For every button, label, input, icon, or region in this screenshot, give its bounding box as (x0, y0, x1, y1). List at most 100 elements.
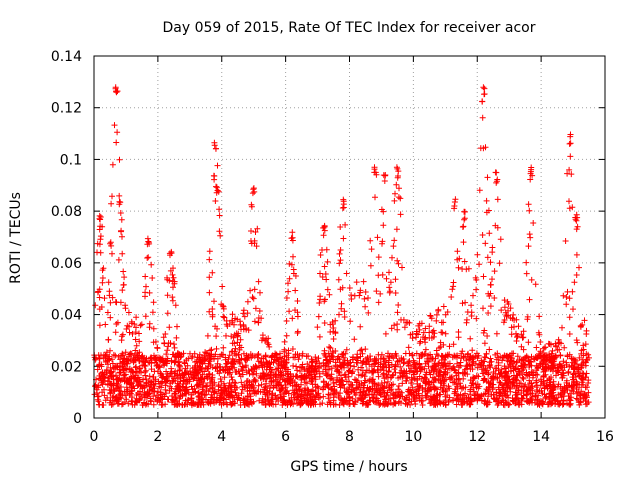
data-point (316, 370, 323, 377)
data-point (104, 381, 111, 387)
data-point (260, 370, 267, 377)
data-point (302, 385, 308, 392)
data-point (114, 129, 121, 136)
data-point (508, 359, 515, 365)
data-point (292, 389, 298, 396)
data-point (413, 328, 420, 335)
data-point (433, 311, 440, 318)
data-point (111, 122, 118, 129)
data-point (201, 392, 208, 399)
data-point (115, 256, 122, 263)
data-point (232, 369, 239, 375)
data-point (113, 321, 120, 327)
data-point (405, 399, 412, 406)
data-point (105, 336, 112, 343)
data-point (259, 362, 265, 369)
data-point (99, 275, 106, 281)
data-point (482, 390, 489, 397)
x-tick-label: 0 (90, 429, 99, 445)
data-point (321, 320, 328, 326)
data-point (220, 313, 227, 320)
data-point (532, 281, 539, 288)
data-point (468, 309, 475, 316)
data-point (577, 322, 584, 329)
data-point (386, 284, 393, 291)
data-point (106, 292, 113, 299)
data-point (360, 278, 367, 285)
data-point (584, 356, 591, 363)
data-point (105, 375, 112, 382)
data-point (106, 353, 113, 360)
data-point (375, 373, 382, 380)
data-point (146, 373, 153, 380)
data-point (195, 383, 202, 390)
data-point (573, 251, 580, 258)
data-point (408, 389, 415, 396)
data-point (455, 376, 462, 383)
data-point (345, 373, 352, 380)
data-point (382, 396, 389, 403)
data-point (513, 359, 520, 366)
data-point (374, 367, 381, 374)
data-point (394, 326, 401, 333)
data-point (362, 289, 369, 295)
data-point (395, 260, 402, 267)
data-point (216, 228, 223, 235)
data-point (344, 362, 351, 369)
data-point (566, 166, 573, 173)
data-point (556, 361, 563, 367)
data-point (203, 350, 210, 357)
data-point (378, 351, 385, 358)
data-point (397, 369, 404, 376)
data-point (285, 347, 292, 354)
data-point (289, 237, 296, 244)
data-point (563, 294, 570, 300)
data-point (281, 364, 288, 371)
data-point (283, 318, 290, 324)
data-point (444, 369, 451, 376)
data-point (286, 308, 293, 315)
data-point (121, 355, 128, 362)
data-point (371, 381, 378, 387)
data-point (120, 282, 127, 288)
data-point (123, 396, 130, 403)
data-point (566, 314, 573, 321)
data-point (513, 330, 519, 337)
data-point (399, 380, 406, 387)
data-point (455, 329, 462, 335)
data-point (516, 368, 523, 375)
data-point (417, 364, 424, 371)
data-point (547, 381, 554, 388)
data-point (255, 319, 262, 326)
data-point (550, 395, 557, 402)
data-point (170, 284, 176, 291)
data-point (240, 364, 247, 371)
data-point (177, 393, 184, 400)
data-point (538, 398, 545, 405)
data-point (225, 385, 231, 392)
data-point (164, 292, 171, 299)
data-point (152, 376, 159, 383)
data-point (256, 397, 263, 404)
data-point (309, 358, 316, 365)
data-point (240, 307, 247, 314)
data-point (322, 366, 329, 373)
data-point (95, 288, 102, 295)
data-point (294, 373, 301, 380)
data-point (393, 181, 400, 188)
data-point (118, 337, 125, 344)
data-point (507, 305, 514, 312)
data-point (257, 289, 263, 296)
data-point (422, 388, 429, 395)
data-point (542, 354, 549, 361)
data-point (357, 323, 364, 330)
data-point (343, 378, 350, 385)
data-point (422, 346, 429, 353)
data-point (330, 394, 337, 401)
data-point (110, 351, 117, 358)
data-point (248, 399, 255, 406)
data-point (108, 200, 115, 207)
data-point (425, 358, 432, 365)
data-point (371, 169, 378, 176)
data-point (235, 394, 242, 401)
